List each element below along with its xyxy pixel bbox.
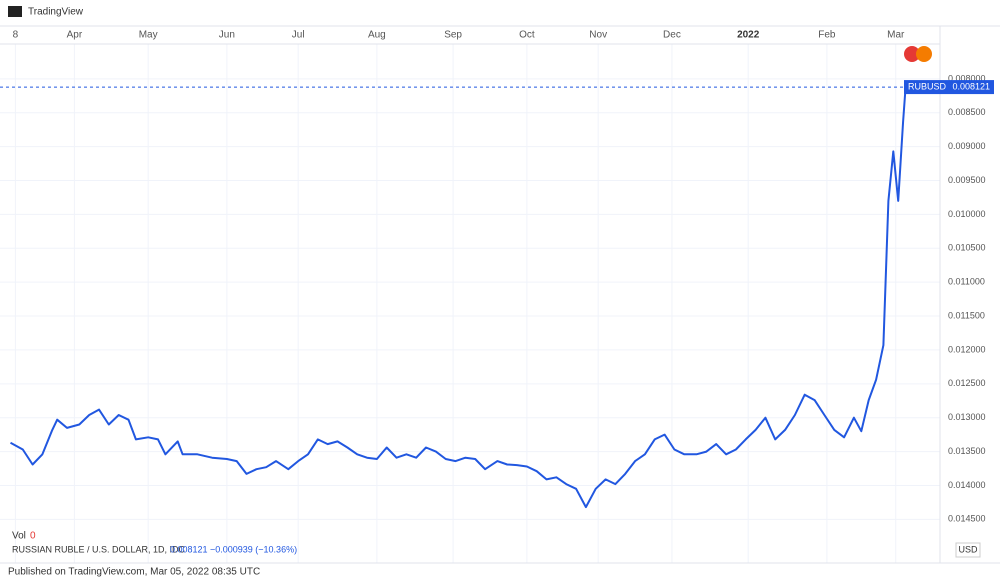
x-tick-label: Jun (219, 30, 235, 41)
x-tick-label: Dec (663, 30, 681, 41)
price-tag (904, 80, 994, 95)
y-tick-label: 0.010500 (948, 243, 986, 253)
x-tick-label: Aug (368, 30, 386, 41)
y-tick-label: 0.013000 (948, 412, 986, 422)
legend-change: −0.000939 (−10.36%) (210, 544, 297, 554)
x-tick-label: Feb (818, 30, 836, 41)
x-tick-label: Oct (519, 30, 535, 41)
x-tick-label: Jul (292, 30, 305, 41)
brand-logo (8, 6, 22, 17)
y-tick-label: 0.010000 (948, 209, 986, 219)
y-tick-label: 0.012500 (948, 378, 986, 388)
volume-label: Vol (12, 531, 26, 542)
currency-box[interactable] (955, 542, 981, 558)
x-tick-label: Apr (67, 30, 83, 41)
flag-icon (904, 46, 920, 62)
y-tick-label: 0.009500 (948, 175, 986, 185)
y-tick-label: 0.011000 (948, 277, 985, 287)
x-tick-label: Mar (887, 30, 905, 41)
x-tick-label: Sep (444, 30, 462, 41)
legend-value: 0.008121 (170, 544, 208, 554)
brand: TradingView (28, 7, 84, 18)
x-tick-label: 8 (13, 30, 19, 41)
x-tick-label: 2022 (737, 30, 760, 41)
price-tag-symbol: RUBUSD (908, 81, 947, 91)
y-tick-label: 0.013500 (948, 446, 986, 456)
y-tick-label: 0.008000 (948, 73, 986, 83)
x-tick-label: Nov (589, 30, 607, 41)
price-tag-value: 0.008121 (952, 81, 990, 91)
flag-icon (916, 46, 932, 62)
y-tick-label: 0.009000 (948, 141, 986, 151)
price-line (10, 87, 907, 509)
y-tick-label: 0.014000 (948, 480, 986, 490)
volume-value: 0 (30, 531, 36, 542)
footer: Published on TradingView.com, Mar 05, 20… (8, 567, 260, 578)
y-tick-label: 0.011500 (948, 310, 985, 320)
legend-name: RUSSIAN RUBLE / U.S. DOLLAR, 1D, IDC (12, 544, 186, 554)
y-tick-label: 0.008500 (948, 107, 986, 117)
currency[interactable]: USD (958, 544, 978, 554)
y-tick-label: 0.014500 (948, 514, 986, 524)
y-tick-label: 0.012000 (948, 344, 986, 354)
x-tick-label: May (139, 30, 158, 41)
